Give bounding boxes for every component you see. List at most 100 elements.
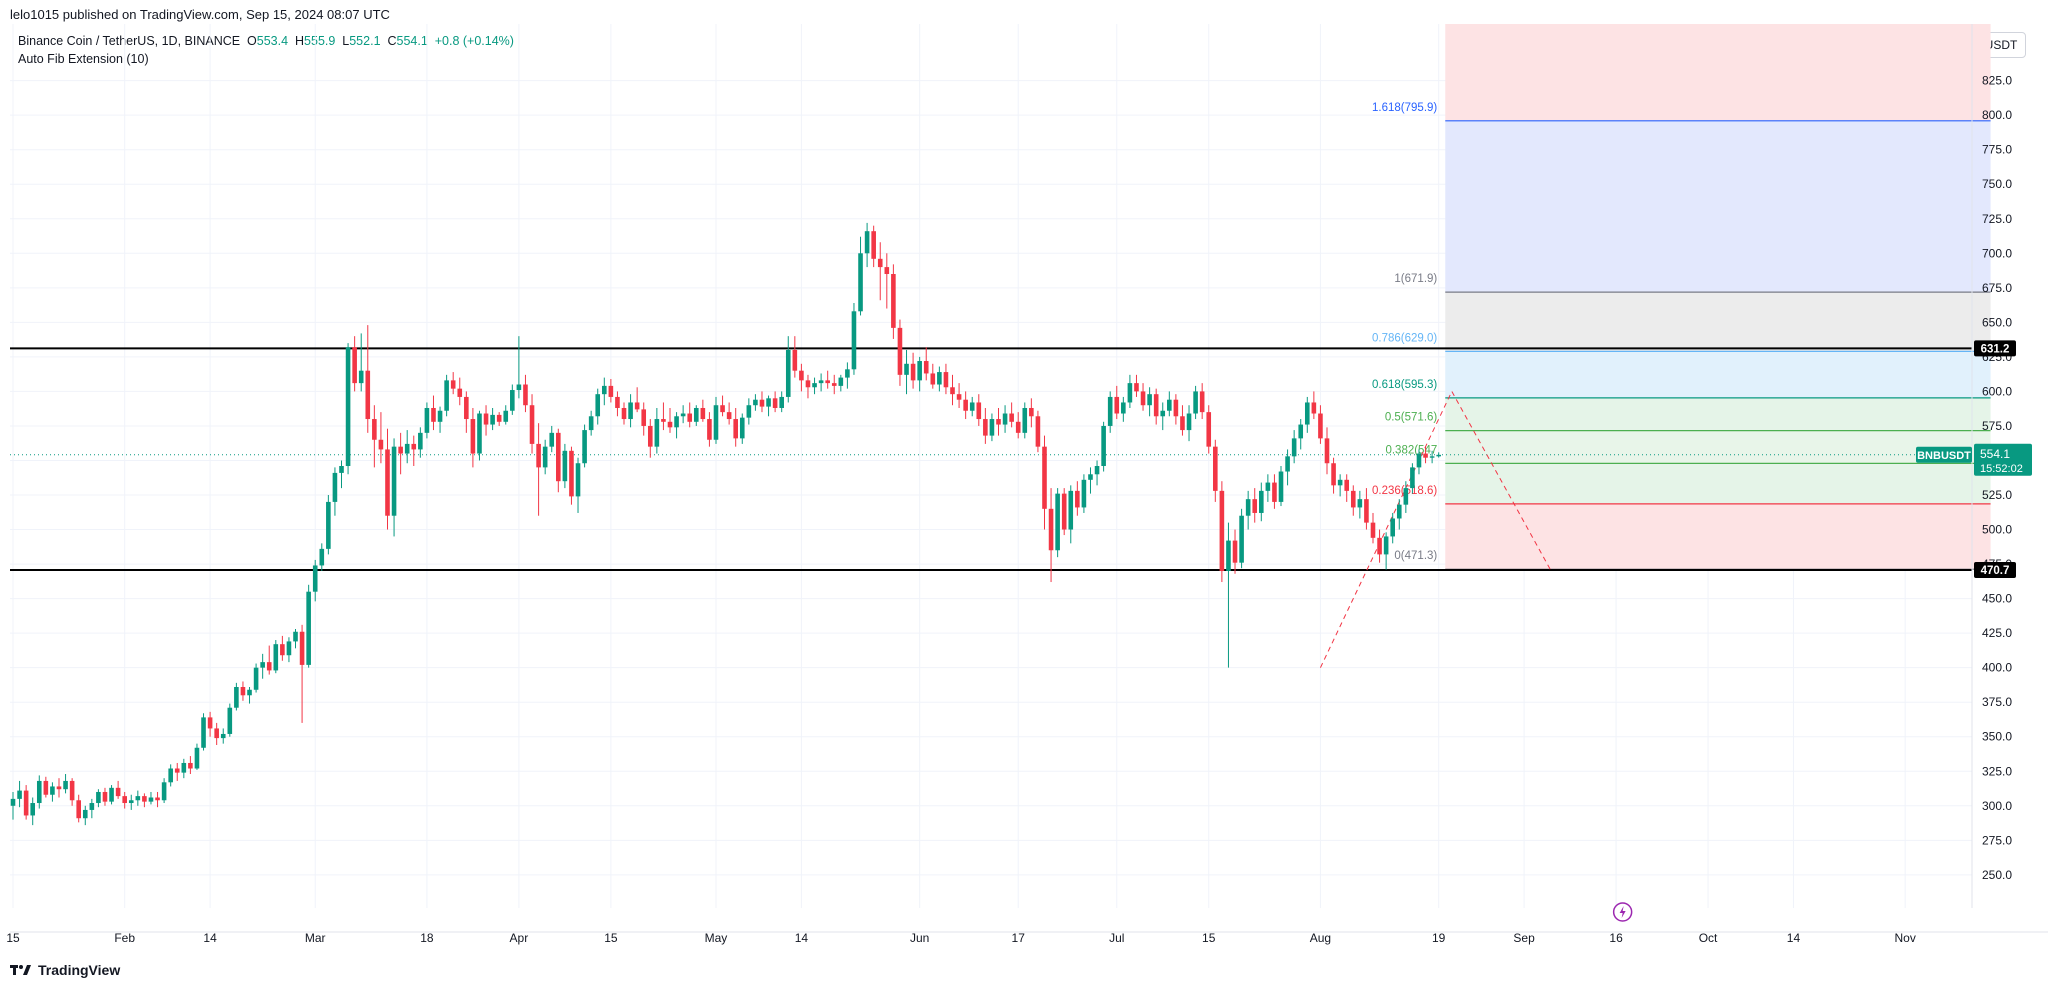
candle-body (1153, 394, 1159, 417)
candle-body (96, 791, 101, 804)
publish-info: lelo1015 published on TradingView.com, S… (10, 7, 390, 22)
candle-body (674, 416, 679, 428)
high-value: 555.9 (304, 34, 336, 48)
x-tick-label: May (705, 931, 728, 945)
candle-body (299, 631, 305, 665)
candle-body (917, 361, 922, 381)
candle-body (1193, 391, 1198, 414)
candle-body (280, 644, 285, 656)
x-tick-label: 18 (420, 931, 434, 945)
fib-zone-0786 (1445, 351, 1991, 398)
candle-body (398, 446, 403, 454)
candle-body (805, 380, 811, 388)
candle-body (897, 327, 903, 375)
fib-zigzag-line (1319, 390, 1551, 668)
candle-body (1048, 508, 1054, 551)
y-tick-label: 825.0 (1982, 74, 2012, 88)
candle-body (910, 363, 916, 381)
candle-body (490, 414, 495, 425)
fib-zone-0382 (1445, 463, 1991, 504)
candle-body (207, 717, 213, 729)
candle-body (1199, 391, 1205, 413)
candle-body (510, 390, 515, 411)
candle-body (1042, 446, 1047, 509)
candle-body (1285, 456, 1290, 472)
candle-body (687, 413, 693, 422)
candle-body (1022, 407, 1028, 433)
candle-body (385, 449, 390, 516)
candle-body (516, 384, 522, 391)
candle-body (1377, 537, 1382, 555)
candle-body (661, 419, 666, 422)
candle-body (575, 463, 581, 497)
candle-body (1436, 454, 1441, 457)
candle-body (312, 565, 318, 592)
candle-body (1390, 518, 1395, 537)
candle-body (411, 443, 417, 450)
candle-body (1278, 471, 1284, 502)
candle-body (418, 432, 423, 450)
candle-body (1259, 490, 1264, 513)
fib-zone-0236 (1445, 503, 1991, 570)
x-tick-label: Feb (114, 931, 135, 945)
candle-body (582, 430, 587, 464)
candle-body (831, 383, 837, 386)
open-label: O (247, 34, 257, 48)
candle-body (148, 797, 154, 802)
candle-body (785, 349, 791, 397)
candle-body (424, 407, 430, 433)
candle-body (76, 800, 81, 819)
candle-body (1429, 456, 1435, 458)
candle-body (293, 631, 298, 642)
candle-body (1029, 407, 1034, 417)
candle-body (227, 707, 233, 734)
y-tick-label: 500.0 (1982, 523, 2012, 537)
candle-body (470, 419, 476, 454)
candle-body (1331, 463, 1336, 486)
candle-body (477, 413, 482, 454)
fib-level-label: 0.5(571.6) (1385, 412, 1438, 424)
candle-body (444, 380, 449, 411)
candle-body (556, 432, 561, 482)
close-label: C (387, 34, 397, 48)
y-tick-label: 250.0 (1982, 868, 2012, 882)
candle-body (286, 641, 292, 656)
candle-body (542, 446, 548, 468)
fib-level-label: 1(671.9) (1394, 273, 1437, 285)
x-tick-label: Oct (1699, 931, 1718, 945)
candle-body (608, 385, 614, 397)
candle-body (358, 370, 364, 384)
candle-body (1121, 402, 1126, 414)
level-price-badge (1974, 562, 2016, 579)
x-tick-label: 14 (1787, 931, 1801, 945)
level-price-badge (1974, 340, 2016, 357)
candle-body (168, 768, 173, 783)
candle-body (621, 407, 627, 420)
candle-body (69, 780, 75, 801)
candle-body (1180, 416, 1185, 431)
candle-body (1344, 479, 1350, 491)
candle-body (680, 413, 686, 417)
candle-body (122, 796, 127, 804)
x-tick-label: Apr (510, 931, 529, 945)
indicator-legend[interactable]: Auto Fib Extension (10) (18, 52, 149, 66)
candle-body (851, 311, 857, 370)
candle-body (858, 253, 863, 312)
candle-body (733, 419, 738, 439)
candle-body (1311, 402, 1317, 414)
low-label: L (342, 34, 350, 48)
candle-body (904, 363, 909, 375)
y-tick-label: 450.0 (1982, 592, 2012, 606)
candle-body (450, 380, 456, 389)
candle-body (17, 790, 22, 799)
tradingview-logo-icon (10, 965, 31, 975)
countdown-text: 15:52:02 (1980, 463, 2023, 475)
candle-body (128, 800, 134, 804)
candle-body (1068, 490, 1074, 530)
candle-body (1134, 383, 1139, 392)
high-label: H (295, 34, 305, 48)
y-tick-label: 425.0 (1982, 626, 2012, 640)
candle-body (647, 425, 653, 447)
candle-body (976, 402, 982, 420)
